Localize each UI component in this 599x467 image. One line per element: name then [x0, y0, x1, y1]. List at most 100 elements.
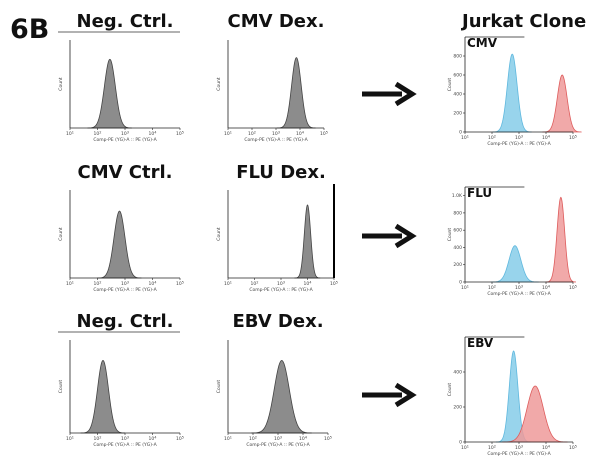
x-tick-label: 101 — [224, 131, 232, 138]
x-tick-label: 103 — [515, 135, 523, 142]
right-arrow-icon — [362, 81, 417, 107]
x-tick-label: 101 — [66, 281, 74, 288]
histogram-r3-jurkat-ebv-series-1 — [502, 385, 568, 443]
y-tick-label: 1.0K — [452, 193, 463, 199]
x-tick-label: 102 — [94, 131, 102, 138]
x-tick-label: 101 — [224, 281, 232, 288]
x-tick-label: 105 — [324, 436, 332, 443]
y-tick-label: 200 — [453, 405, 462, 411]
inset-tag: FLU — [467, 186, 492, 200]
inset-tag: EBV — [467, 336, 494, 350]
x-tick-label: 105 — [176, 436, 184, 443]
x-tick-label: 105 — [320, 131, 328, 138]
x-tick-label: 101 — [224, 436, 232, 443]
arrow-head — [394, 223, 417, 249]
x-tick-label: 104 — [304, 281, 313, 288]
x-tick-label: 105 — [330, 281, 338, 288]
y-tick-label: 400 — [453, 370, 462, 376]
y-tick-label: 200 — [453, 111, 462, 117]
jurkat-clone-title: Jurkat Clone — [460, 11, 586, 32]
y-tick-label: 0 — [459, 440, 462, 446]
x-tick-label: 102 — [488, 445, 496, 452]
y-axis-label: Count — [216, 380, 222, 394]
arrows — [362, 81, 417, 408]
y-axis-label: Count — [447, 228, 453, 242]
histogram-r1-jurkat-cmv-series-0 — [492, 53, 532, 133]
right-arrow-icon — [362, 223, 417, 249]
x-tick-label: 103 — [272, 131, 280, 138]
x-tick-label: 101 — [461, 135, 469, 142]
x-tick-label: 105 — [569, 445, 577, 452]
y-tick-label: 400 — [453, 245, 462, 251]
histogram-r1-neg-ctrl-series-0 — [87, 58, 132, 129]
y-axis-label: Count — [216, 77, 222, 91]
x-tick-label: 101 — [66, 436, 74, 443]
x-axis-label: Comp-PE (YG)-A :: PE (YG)-A — [249, 287, 313, 293]
y-tick-label: 600 — [453, 73, 462, 79]
x-tick-label: 105 — [176, 131, 184, 138]
x-tick-label: 102 — [94, 436, 102, 443]
x-tick-label: 104 — [149, 131, 158, 138]
x-tick-label: 102 — [251, 281, 259, 288]
panel-title: Neg. Ctrl. — [77, 311, 174, 332]
x-tick-label: 102 — [249, 436, 257, 443]
panel-title: CMV Dex. — [228, 11, 325, 32]
y-tick-label: 200 — [453, 262, 462, 268]
x-axis-label: Comp-PE (YG)-A :: PE (YG)-A — [487, 141, 551, 147]
histogram-r1-jurkat-cmv-series-1 — [542, 74, 582, 133]
x-tick-label: 101 — [461, 445, 469, 452]
x-tick-label: 103 — [121, 436, 129, 443]
y-tick-label: 0 — [459, 130, 462, 136]
y-tick-label: 0 — [459, 280, 462, 286]
x-tick-label: 104 — [149, 436, 158, 443]
right-arrow-icon — [362, 382, 417, 408]
arrow-head — [394, 382, 417, 408]
arrow-head — [394, 81, 417, 107]
y-axis-label: Count — [58, 227, 64, 241]
panel-title: Neg. Ctrl. — [77, 11, 174, 32]
x-axis-label: Comp-PE (YG)-A :: PE (YG)-A — [244, 137, 308, 143]
x-tick-label: 103 — [121, 281, 129, 288]
panel-title: EBV Dex. — [232, 311, 323, 332]
x-tick-label: 102 — [488, 135, 496, 142]
x-axis-label: Comp-PE (YG)-A :: PE (YG)-A — [93, 442, 157, 448]
y-axis-label: Count — [58, 77, 64, 91]
x-tick-label: 102 — [488, 285, 496, 292]
histogram-r2-jurkat-flu: 101 102 103 104 105 0 200 400 600 800 1.0K Comp-PE … — [447, 186, 577, 297]
x-tick-label: 104 — [542, 445, 551, 452]
x-tick-label: 101 — [461, 285, 469, 292]
histogram-r2-jurkat-flu-series-0 — [490, 245, 539, 283]
x-tick-label: 103 — [277, 281, 285, 288]
x-tick-label: 103 — [515, 445, 523, 452]
panel-title: FLU Dex. — [236, 162, 326, 183]
x-tick-label: 104 — [299, 436, 308, 443]
histogram-r1-cmv-dex-series-0 — [276, 57, 316, 129]
x-tick-label: 104 — [149, 281, 158, 288]
x-tick-label: 104 — [542, 135, 551, 142]
x-tick-label: 102 — [248, 131, 256, 138]
x-axis-label: Comp-PE (YG)-A :: PE (YG)-A — [93, 137, 157, 143]
x-tick-label: 105 — [569, 135, 577, 142]
x-tick-label: 103 — [515, 285, 523, 292]
x-axis-label: Comp-PE (YG)-A :: PE (YG)-A — [487, 291, 551, 297]
x-axis-label: Comp-PE (YG)-A :: PE (YG)-A — [246, 442, 310, 448]
histogram-r2-flu-dex-series-0 — [294, 204, 321, 279]
x-axis-label: Comp-PE (YG)-A :: PE (YG)-A — [487, 451, 551, 457]
x-tick-label: 103 — [274, 436, 282, 443]
histogram-r2-cmv-ctrl-series-0 — [97, 210, 142, 279]
y-axis-label: Count — [447, 383, 453, 397]
panel-label: 6B — [10, 14, 49, 45]
histogram-r2-jurkat-flu-series-1 — [545, 196, 576, 283]
x-tick-label: 105 — [176, 281, 184, 288]
y-tick-label: 600 — [453, 228, 462, 234]
histogram-r3-neg-ctrl-series-0 — [80, 359, 126, 434]
x-tick-label: 104 — [542, 285, 551, 292]
x-tick-label: 102 — [94, 281, 102, 288]
